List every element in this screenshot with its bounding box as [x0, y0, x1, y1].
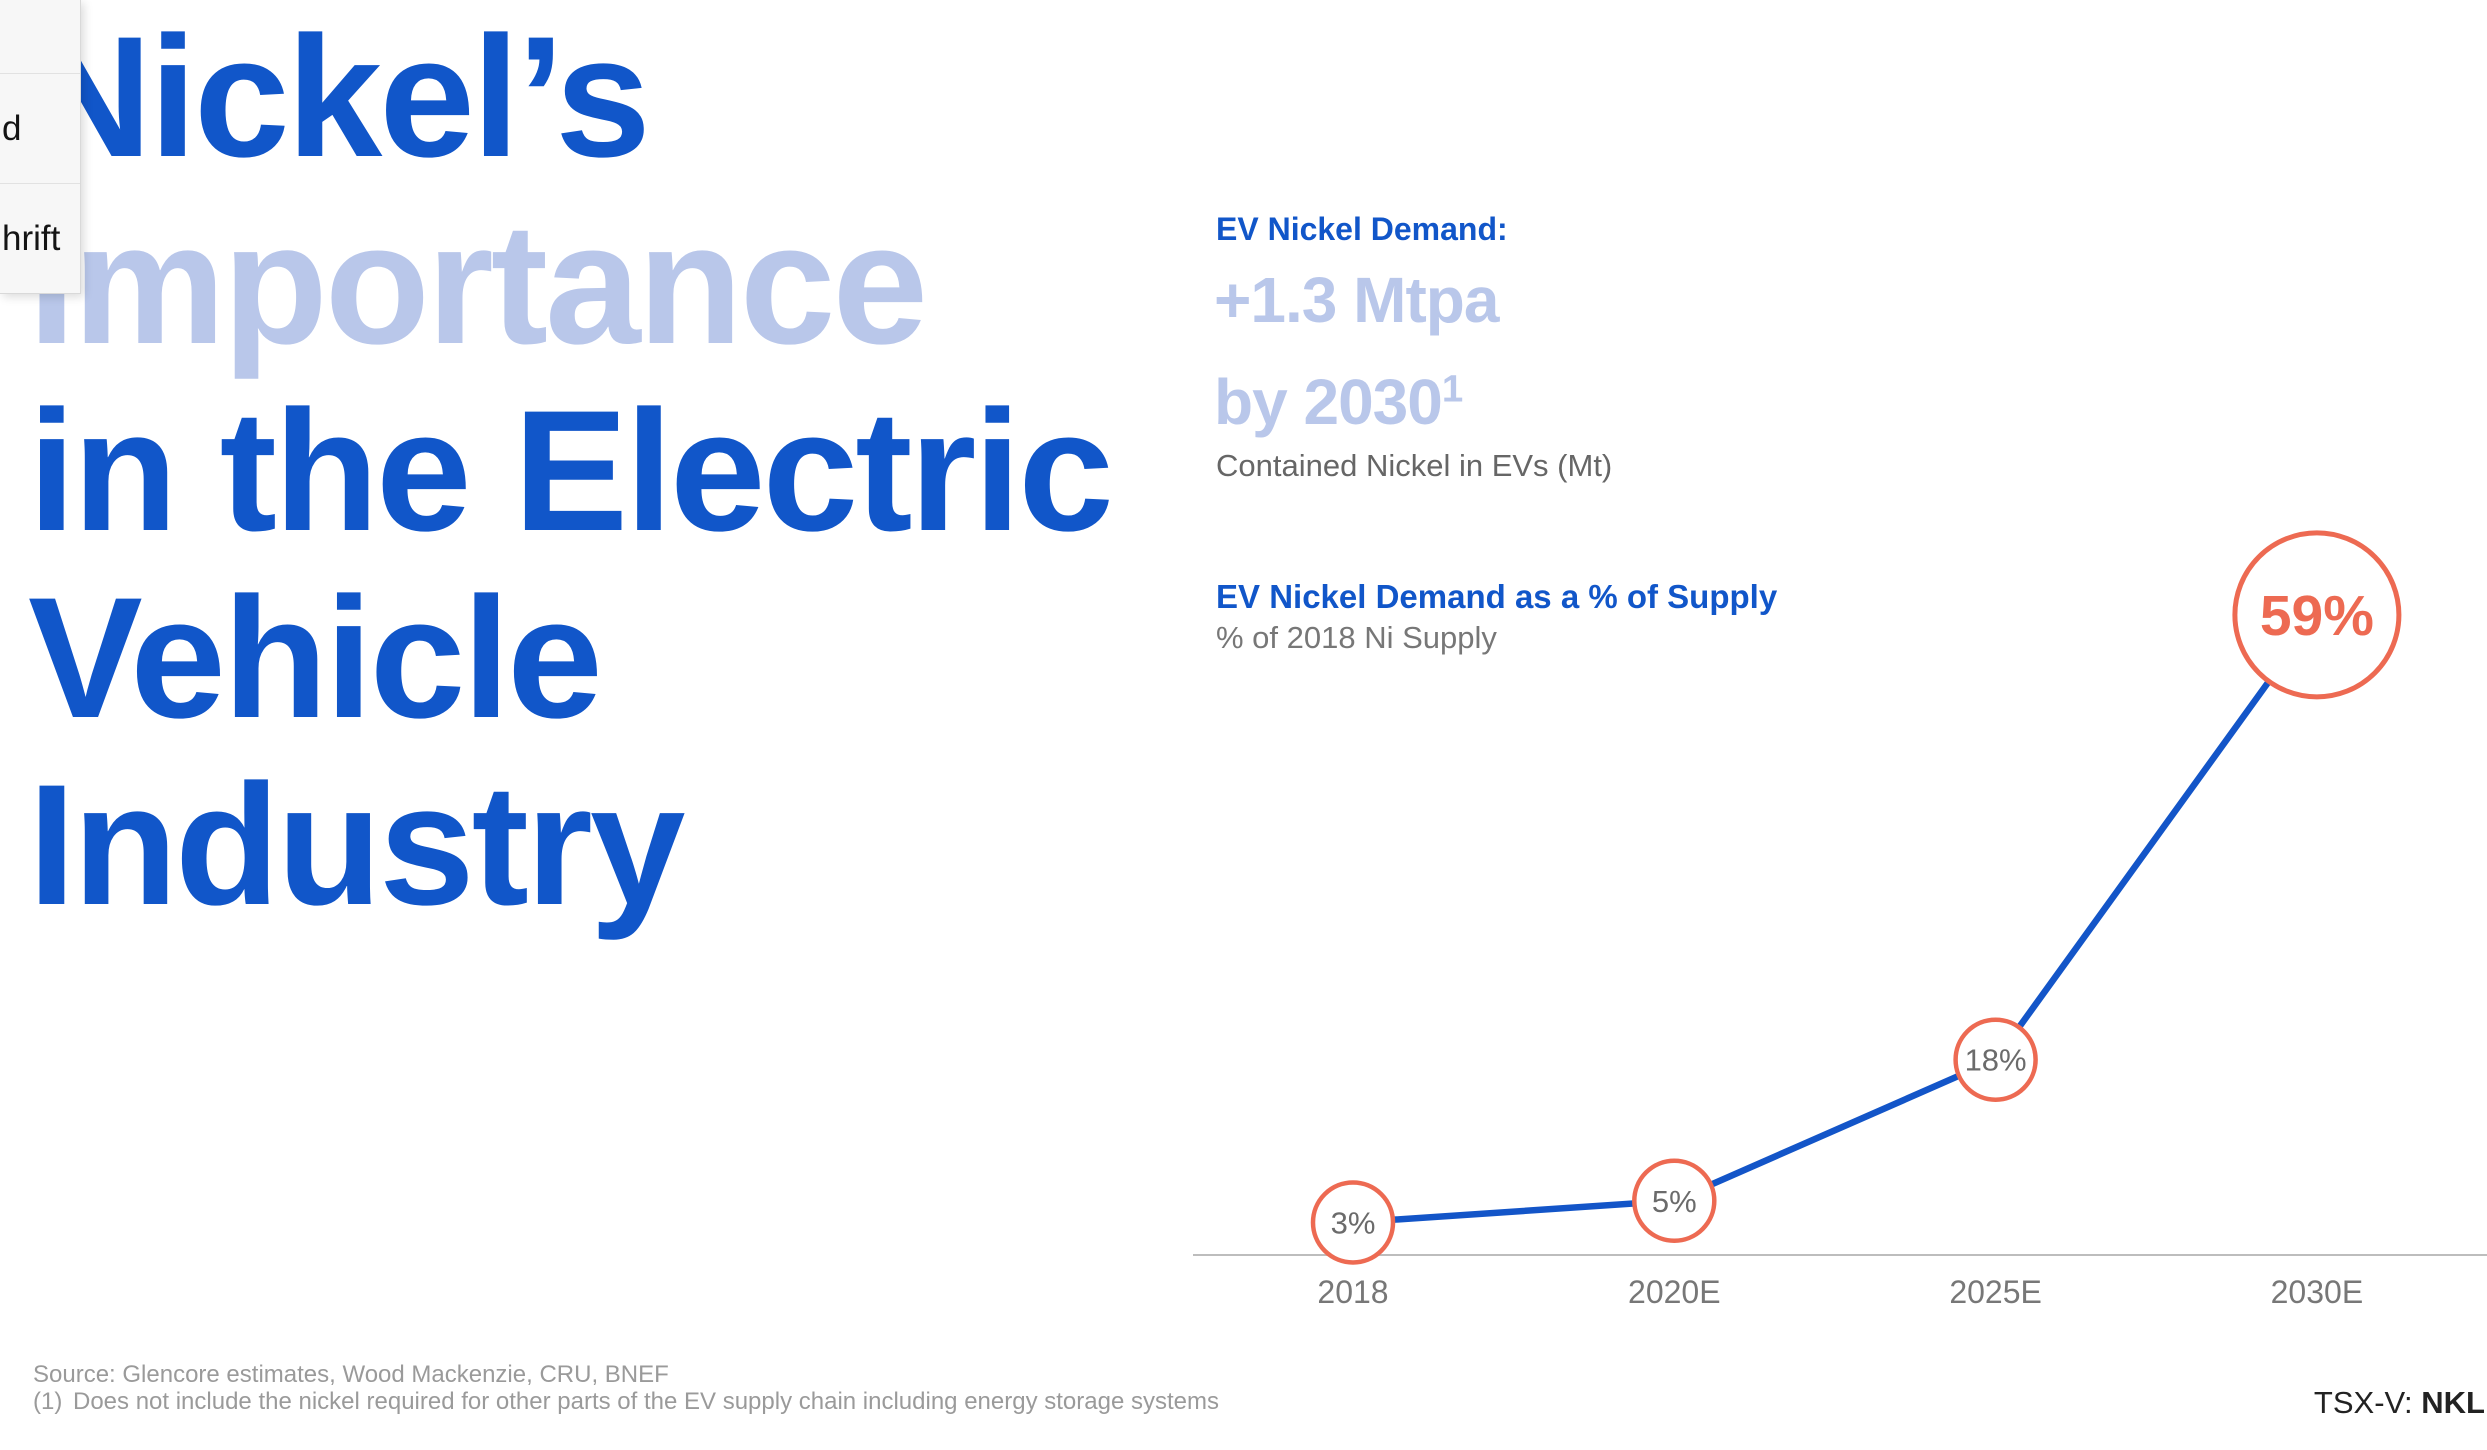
data-point-label: 5%: [1652, 1184, 1697, 1219]
data-point-marker: [1310, 1180, 1396, 1265]
trend-line: [1349, 611, 2321, 1226]
footer: Source: Glencore estimates, Wood Mackenz…: [33, 1361, 1219, 1415]
demand-callout-subtitle: Contained Nickel in EVs (Mt): [1216, 448, 1613, 483]
context-menu-item-3-label: hrift: [2, 218, 61, 258]
chart-subtitle: % of 2018 Ni Supply: [1216, 620, 1497, 655]
title-line-5: Industry: [28, 749, 686, 941]
title-line-4: Vehicle: [28, 562, 603, 754]
context-menu: d hrift: [0, 0, 81, 294]
x-tick-label: 2018: [1317, 1274, 1388, 1310]
title-line-2: Importance: [28, 188, 928, 380]
demand-callout-heading: EV Nickel Demand:: [1216, 211, 1508, 247]
ticker: TSX-V: NKL: [2314, 1385, 2485, 1421]
context-menu-item-2-label: d: [2, 108, 22, 148]
x-tick-label: 2025E: [1949, 1274, 2042, 1310]
data-point-label: 18%: [1965, 1043, 2027, 1078]
data-point-marker: [2232, 530, 2402, 700]
source-line: Source: Glencore estimates, Wood Mackenz…: [33, 1361, 669, 1388]
footnote-superscript: 1: [1441, 367, 1463, 411]
x-tick-label: 2020E: [1628, 1274, 1721, 1310]
context-menu-item-3[interactable]: hrift: [0, 183, 80, 293]
title-line-1: Nickel’s: [28, 1, 651, 193]
ticker-symbol: NKL: [2421, 1385, 2485, 1420]
demand-callout-value-line1: +1.3 Mtpa: [1214, 264, 1499, 336]
footnote-line: (1) Does not include the nickel required …: [33, 1388, 1219, 1415]
demand-callout-value: +1.3 Mtpa by 20301: [1214, 249, 1499, 453]
slide-title: Nickel’s Importance in the Electric Vehi…: [28, 1, 1114, 941]
ticker-prefix: TSX-V:: [2313, 1385, 2422, 1420]
chart-title: EV Nickel Demand as a % of Supply: [1216, 578, 1778, 615]
data-point-marker: [1632, 1158, 1717, 1243]
context-menu-item-2[interactable]: d: [0, 73, 80, 183]
footnote-marker: (1): [33, 1388, 63, 1415]
title-line-3: in the Electric: [28, 375, 1114, 567]
data-point-label: 3%: [1331, 1205, 1376, 1240]
demand-callout-value-line2: by 20301: [1214, 366, 1463, 438]
data-point-label: 59%: [2260, 584, 2374, 648]
context-menu-item-1[interactable]: [0, 0, 80, 73]
footnote-text: Does not include the nickel required for…: [73, 1388, 1219, 1415]
data-point-marker: [1953, 1017, 2038, 1102]
x-tick-label: 2030E: [2271, 1274, 2364, 1310]
